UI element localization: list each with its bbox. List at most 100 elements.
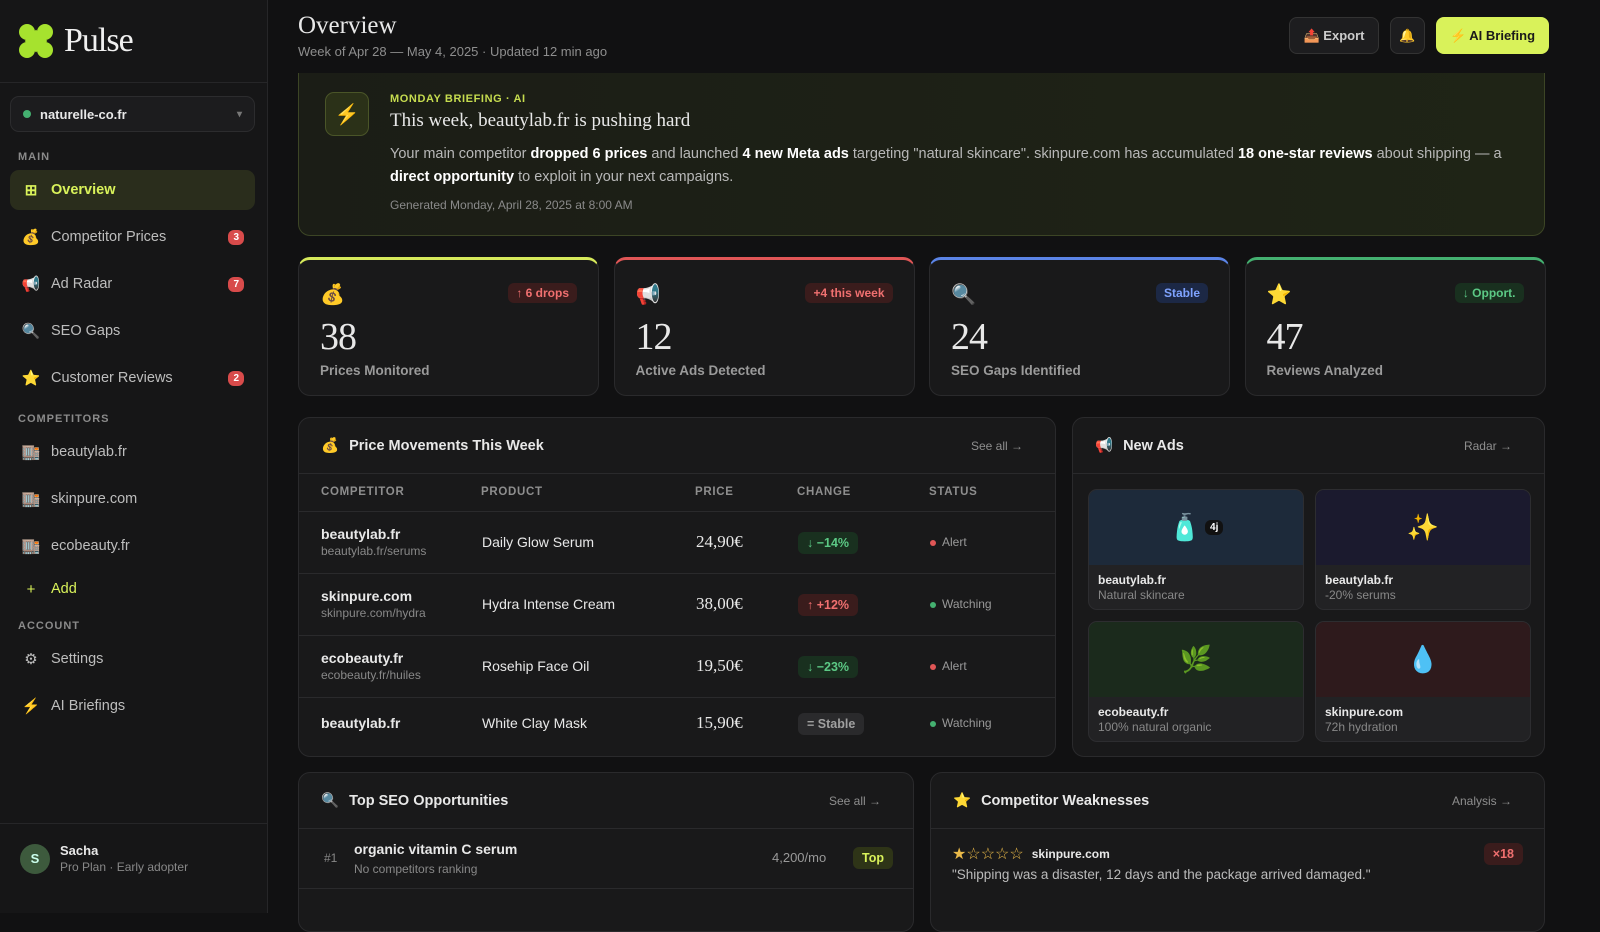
price-table: COMPETITOR PRODUCT PRICE CHANGE STATUS beauty… xyxy=(299,474,1055,749)
avatar: S xyxy=(20,843,50,874)
ad-image: 🌿 xyxy=(1089,622,1303,697)
status-dot xyxy=(930,721,936,728)
ad-desc: -20% serums xyxy=(1325,588,1396,602)
briefing-text: to exploit in your next campaigns. xyxy=(514,169,734,185)
table-row: beautylab.fr White Clay Mask 15,90€ = Stabl… xyxy=(299,697,1055,749)
ad-card[interactable]: 🧴 4j beautylab.fr Natural skincare xyxy=(1088,489,1304,610)
user[interactable]: S Sacha Pro Plan · Early adopter xyxy=(20,843,188,874)
nav-item[interactable]: ⚙ Settings xyxy=(10,639,255,679)
competitor-name: beautylab.fr xyxy=(321,715,401,732)
panel-header: 📢 New Ads Radar → xyxy=(1073,418,1544,474)
nav-icon: ⭐ xyxy=(21,370,41,387)
seo-rank: #1 xyxy=(324,851,338,865)
price-cell: 24,90€ xyxy=(695,511,797,574)
stat-badge: ↑ 6 drops xyxy=(508,283,577,303)
ai-briefing-button[interactable]: ⚡ AI Briefing xyxy=(1436,17,1549,54)
stat-card: 🔍 Stable 24 SEO Gaps Identified xyxy=(929,257,1230,396)
nav-item[interactable]: 💰 Competitor Prices 3 xyxy=(10,217,255,257)
nav-icon: 🏬 xyxy=(21,538,41,555)
section-title: ACCOUNT xyxy=(18,620,80,632)
product-cell: Hydra Intense Cream xyxy=(481,573,695,636)
panel-header: 💰 Price Movements This Week See all → xyxy=(299,418,1055,474)
nav-item[interactable]: 🏬 ecobeauty.fr xyxy=(10,526,255,566)
ad-desc: 100% natural organic xyxy=(1098,720,1212,734)
briefing-label: MONDAY BRIEFING · AI xyxy=(390,93,526,105)
panel-link[interactable]: Radar → xyxy=(1463,438,1512,453)
nav-icon: 🏬 xyxy=(21,444,41,461)
seo-panel: 🔍 Top SEO Opportunities See all → #1 organic… xyxy=(298,772,914,932)
nav-item[interactable]: ⭐ Customer Reviews 2 xyxy=(10,358,255,398)
site-selector[interactable]: naturelle-co.fr ▾ xyxy=(10,96,255,132)
column-header: CHANGE xyxy=(797,474,929,512)
change-cell: = Stable xyxy=(797,697,929,749)
seo-volume: 4,200/mo xyxy=(772,850,827,865)
briefing-text: 18 one-star reviews xyxy=(1237,146,1373,162)
stat-label: Prices Monitored xyxy=(320,363,430,378)
panel-link[interactable]: See all → xyxy=(828,793,881,808)
ad-emoji: 🧴 xyxy=(1168,512,1202,542)
logo: Pulse xyxy=(18,22,134,60)
status-label: Watching xyxy=(942,716,992,731)
nav-label: SEO Gaps xyxy=(51,323,121,339)
ad-tag: 4j xyxy=(1205,520,1224,535)
panel-link[interactable]: See all → xyxy=(970,438,1023,453)
ad-desc: 72h hydration xyxy=(1325,720,1398,734)
ad-card[interactable]: 🌿 ecobeauty.fr 100% natural organic xyxy=(1088,621,1304,742)
section-title: COMPETITORS xyxy=(18,413,110,425)
change-cell: ↓ −14% xyxy=(797,511,929,574)
price-cell: 38,00€ xyxy=(695,573,797,636)
competitor-url: skinpure.com/hydra xyxy=(321,606,426,620)
competitor-url: beautylab.fr/serums xyxy=(321,544,427,558)
user-name: Sacha xyxy=(60,843,99,858)
stat-value: 24 xyxy=(951,316,988,358)
nav-icon: ⊞ xyxy=(24,182,38,199)
panel-link[interactable]: Analysis → xyxy=(1451,793,1512,808)
status-label: Alert xyxy=(942,535,967,549)
nav-icon: + xyxy=(26,580,36,598)
ad-name: skinpure.com xyxy=(1325,705,1404,719)
column-header: COMPETITOR xyxy=(299,474,481,512)
page-title: Overview xyxy=(298,12,397,39)
price-cell: 19,50€ xyxy=(695,635,797,698)
ad-card[interactable]: 💧 skinpure.com 72h hydration xyxy=(1315,621,1531,742)
status-dot xyxy=(930,539,936,546)
briefing-text: 4 new Meta ads xyxy=(742,146,849,162)
briefing-footer: Generated Monday, April 28, 2025 at 8:00… xyxy=(390,198,633,212)
column-header: STATUS xyxy=(929,474,1055,512)
status-label: Alert xyxy=(942,659,967,673)
nav-label: skinpure.com xyxy=(51,491,138,507)
stat-card: 📢 +4 this week 12 Active Ads Detected xyxy=(613,257,915,396)
ad-image: 💧 xyxy=(1316,622,1530,697)
divider xyxy=(0,82,267,83)
ad-name: beautylab.fr xyxy=(1098,573,1167,587)
nav-label: beautylab.fr xyxy=(51,444,127,460)
nav-item[interactable]: 🔍 SEO Gaps xyxy=(10,311,255,351)
change-pill: = Stable xyxy=(798,713,865,736)
status-cell: Alert xyxy=(929,511,1055,574)
competitor-cell: beautylab.fr beautylab.fr/serums xyxy=(299,511,481,574)
panel-icon: 💰 xyxy=(321,438,340,454)
ad-image: 🧴 4j xyxy=(1089,490,1303,565)
briefing-card: ⚡ MONDAY BRIEFING · AI This week, beauty… xyxy=(298,73,1545,236)
change-cell: ↓ −23% xyxy=(797,635,929,698)
competitor-name: ecobeauty.fr xyxy=(321,650,404,666)
weakness-quote: "Shipping was a disaster, 12 days and th… xyxy=(952,867,1371,882)
status-label: Watching xyxy=(942,597,992,611)
nav-item[interactable]: 🏬 skinpure.com xyxy=(10,479,255,519)
logo-text: Pulse xyxy=(64,22,134,59)
nav-item[interactable]: 📢 Ad Radar 7 xyxy=(10,264,255,304)
nav-item[interactable]: ⚡ AI Briefings xyxy=(10,686,255,726)
nav-item[interactable]: + Add xyxy=(10,573,255,605)
export-button[interactable]: 📤 Export xyxy=(1289,17,1379,54)
notifications-button[interactable]: 🔔 xyxy=(1390,17,1425,54)
stat-value: 38 xyxy=(320,316,357,358)
page: Pulse { "sidebar": { "logo": "Pulse", "s… xyxy=(0,0,1549,932)
status-cell: Watching xyxy=(929,573,1055,636)
nav-item[interactable]: ⊞ Overview xyxy=(10,170,255,210)
stat-label: Active Ads Detected xyxy=(635,363,766,378)
ad-card[interactable]: ✨ beautylab.fr -20% serums xyxy=(1315,489,1531,610)
change-cell: ↑ +12% xyxy=(797,573,929,636)
sidebar: Pulse naturelle-co.fr ▾ MAIN ⊞ Overview 💰 Com… xyxy=(0,0,268,913)
nav-item[interactable]: 🏬 beautylab.fr xyxy=(10,432,255,472)
divider xyxy=(0,823,267,824)
